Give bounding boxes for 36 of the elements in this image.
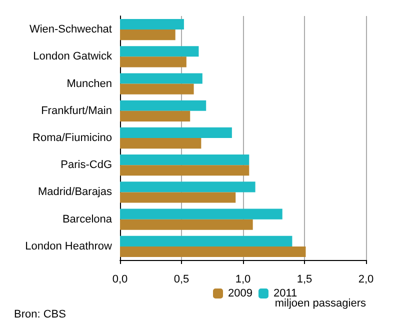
- x-tick-label: 2,0: [358, 274, 374, 286]
- y-tick-label: Roma/Fiumicino: [32, 132, 112, 144]
- y-tick-label: Wien-Schwechat: [29, 24, 112, 36]
- bar: [120, 30, 176, 40]
- bar: [120, 110, 190, 122]
- x-tick-label: 1,5: [296, 274, 312, 286]
- bar: [120, 192, 236, 203]
- bar: [120, 100, 206, 111]
- bar: [120, 46, 199, 57]
- bar: [120, 56, 186, 68]
- bar: [120, 236, 292, 246]
- bar: [120, 208, 282, 220]
- y-tick-label: Madrid/Barajas: [38, 186, 112, 198]
- x-axis-title: miljoen passagiers: [274, 298, 366, 310]
- bar: [120, 154, 250, 166]
- bar: [120, 84, 194, 94]
- y-tick-label: London Gatwick: [33, 50, 112, 63]
- bar: [120, 138, 202, 149]
- bar: [120, 73, 202, 84]
- bar: [120, 219, 253, 230]
- legend-label: 2009: [228, 288, 252, 300]
- bar: [120, 127, 232, 138]
- text: Bron: CBS: [14, 308, 66, 320]
- bar: [120, 165, 250, 176]
- x-tick-label: 0,0: [112, 274, 128, 286]
- y-tick-label: Paris-CdG: [60, 159, 112, 172]
- bar: [120, 182, 256, 192]
- bar: [120, 246, 306, 258]
- bar: [120, 18, 184, 30]
- legend-label: 2011: [273, 288, 298, 300]
- y-tick-label: London Heathrow: [25, 240, 112, 252]
- y-tick-label: Munchen: [66, 78, 112, 90]
- y-tick-label: Frankfurt/Main: [41, 104, 112, 117]
- x-tick-label: 1,0: [235, 274, 251, 286]
- x-tick-label: 0,5: [174, 274, 190, 286]
- y-tick-label: Barcelona: [62, 213, 113, 226]
